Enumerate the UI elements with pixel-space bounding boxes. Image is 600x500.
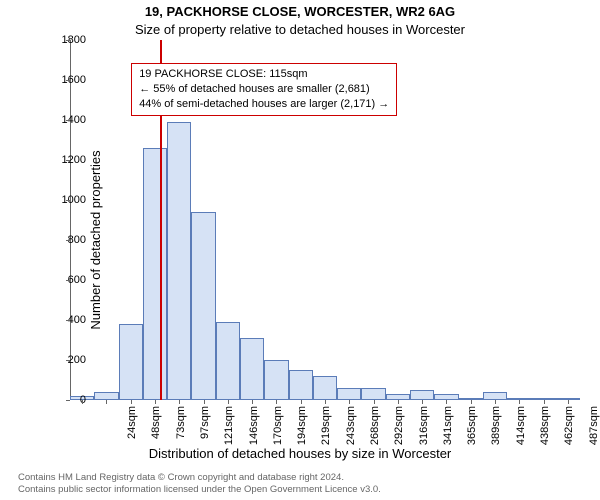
histogram-bar (94, 392, 118, 400)
histogram-bar (167, 122, 191, 400)
histogram-bar (119, 324, 143, 400)
y-tick-mark (66, 320, 70, 321)
x-tick-mark (446, 400, 447, 404)
x-tick-mark (374, 400, 375, 404)
footer-line: Contains HM Land Registry data © Crown c… (18, 472, 381, 484)
histogram-bar (289, 370, 313, 400)
x-tick-mark (544, 400, 545, 404)
histogram-bar (361, 388, 385, 400)
x-tick-mark (349, 400, 350, 404)
x-tick-mark (155, 400, 156, 404)
histogram-bar (216, 322, 240, 400)
x-tick-mark (519, 400, 520, 404)
histogram-bar (264, 360, 288, 400)
info-box-line: ← 55% of detached houses are smaller (2,… (139, 82, 389, 97)
x-tick-mark (179, 400, 180, 404)
y-tick-mark (66, 360, 70, 361)
x-tick-mark (301, 400, 302, 404)
y-tick-mark (66, 200, 70, 201)
chart-subtitle: Size of property relative to detached ho… (0, 22, 600, 37)
y-tick-label: 200 (68, 354, 86, 366)
footer-line: Contains public sector information licen… (18, 484, 381, 496)
y-tick-label: 600 (68, 274, 86, 286)
histogram-bar (483, 392, 507, 400)
y-tick-label: 400 (68, 314, 86, 326)
x-tick-mark (131, 400, 132, 404)
x-tick-mark (276, 400, 277, 404)
x-tick-mark (568, 400, 569, 404)
x-axis-label: Distribution of detached houses by size … (0, 446, 600, 461)
chart-container: 19, PACKHORSE CLOSE, WORCESTER, WR2 6AG … (0, 0, 600, 500)
info-box-line: 19 PACKHORSE CLOSE: 115sqm (139, 67, 389, 82)
x-tick-mark (398, 400, 399, 404)
histogram-bar (143, 148, 167, 400)
histogram-bar (240, 338, 264, 400)
x-tick-mark (325, 400, 326, 404)
x-tick-mark (228, 400, 229, 404)
info-box-line: 44% of semi-detached houses are larger (… (139, 97, 389, 112)
x-tick-mark (471, 400, 472, 404)
x-tick-mark (422, 400, 423, 404)
histogram-bar (313, 376, 337, 400)
y-tick-mark (66, 160, 70, 161)
y-tick-mark (66, 40, 70, 41)
y-tick-mark (66, 400, 70, 401)
x-tick-mark (82, 400, 83, 404)
y-tick-mark (66, 120, 70, 121)
chart-title-address: 19, PACKHORSE CLOSE, WORCESTER, WR2 6AG (0, 4, 600, 19)
histogram-bar (337, 388, 361, 400)
x-tick-mark (495, 400, 496, 404)
histogram-bar (191, 212, 215, 400)
y-tick-mark (66, 240, 70, 241)
y-tick-label: 800 (68, 234, 86, 246)
info-box: 19 PACKHORSE CLOSE: 115sqm ← 55% of deta… (131, 63, 397, 116)
x-tick-mark (106, 400, 107, 404)
histogram-bar (410, 390, 434, 400)
y-tick-mark (66, 280, 70, 281)
x-tick-mark (252, 400, 253, 404)
footer-attribution: Contains HM Land Registry data © Crown c… (18, 472, 381, 496)
y-tick-mark (66, 80, 70, 81)
x-tick-mark (204, 400, 205, 404)
